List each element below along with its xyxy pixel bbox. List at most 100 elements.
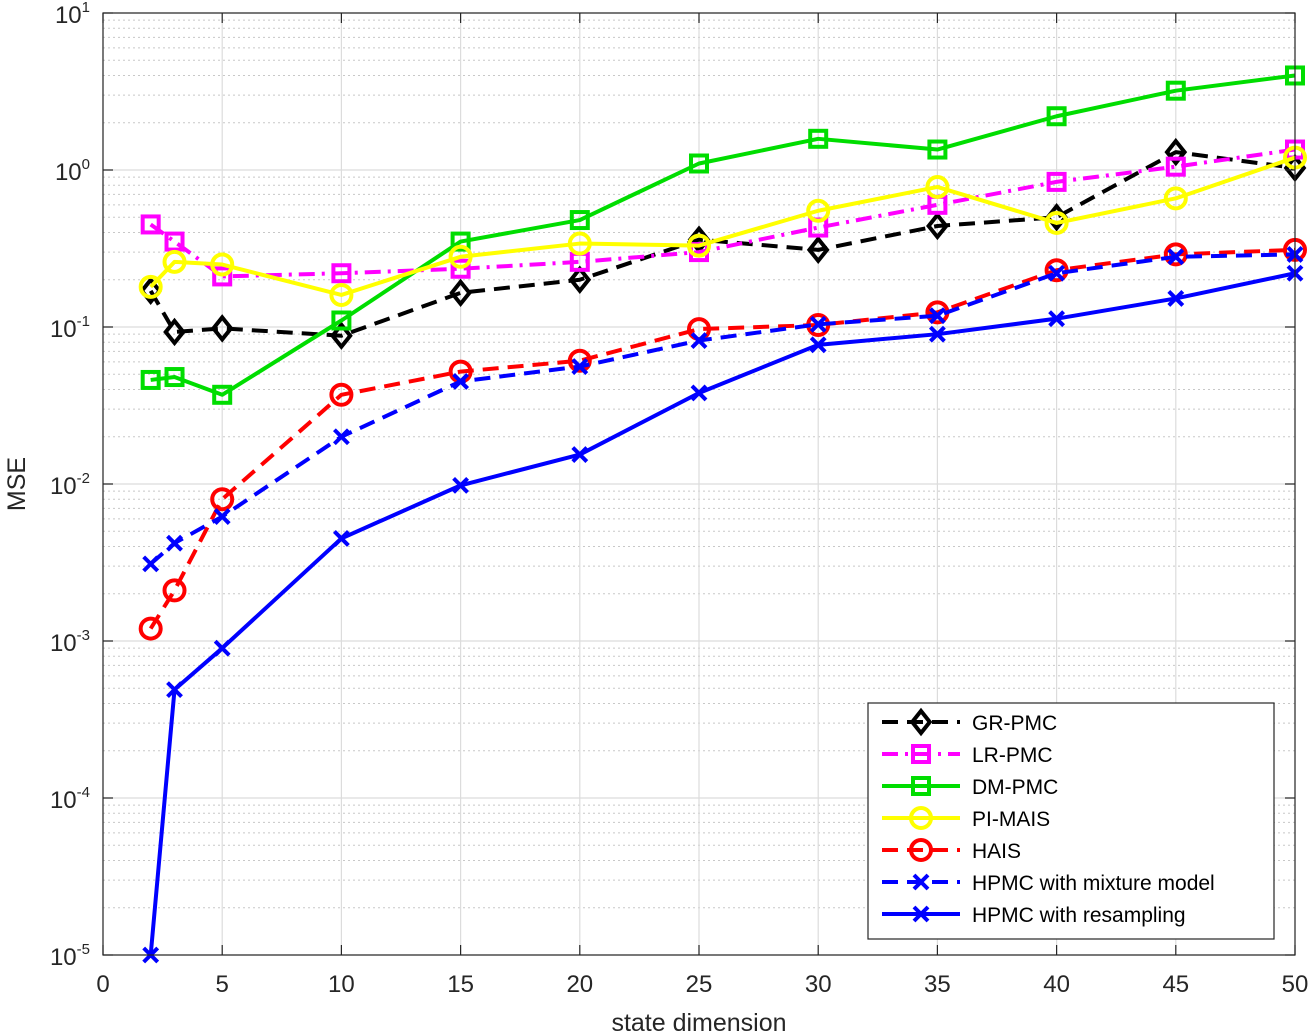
x-tick-label: 50 (1282, 971, 1309, 998)
y-tick-label: 10-2 (50, 470, 90, 500)
x-tick-label: 40 (1043, 971, 1070, 998)
y-axis-title: MSE (3, 457, 31, 511)
data-point-circle (162, 249, 187, 274)
x-tick-label: 35 (924, 971, 951, 998)
legend: GR-PMC LR-PMC DM-PMC PI-MAIS HAIS HPMC with m… (867, 702, 1275, 940)
data-point-x (690, 384, 708, 402)
data-point-circle (162, 578, 187, 603)
data-point-x (571, 446, 589, 463)
data-point-square (689, 153, 709, 174)
series-dm-pmc (140, 65, 1305, 405)
series-group (138, 65, 1307, 964)
data-point-square (164, 367, 185, 388)
data-point-square (212, 384, 233, 405)
data-point-circle-legend (909, 806, 933, 830)
grid (102, 12, 1296, 956)
data-point-circle (210, 252, 235, 277)
series-line (148, 247, 1296, 630)
data-point-diamond (139, 276, 163, 306)
data-point-x (452, 476, 470, 494)
legend-item: HPMC with mixture model (882, 872, 1215, 895)
data-point-diamond-legend (909, 707, 933, 737)
legend-item: PI-MAIS (882, 806, 1050, 831)
data-point-x (213, 508, 231, 526)
data-point-square-legend (911, 744, 931, 764)
x-tick-label: 15 (447, 971, 474, 998)
data-point-diamond (926, 211, 949, 241)
data-point-diamond (449, 278, 472, 308)
data-point-diamond (330, 321, 353, 350)
y-tick-label: 101 (55, 0, 90, 29)
data-point-circle (567, 231, 592, 256)
data-point-circle (1044, 210, 1069, 235)
data-point-x (1167, 248, 1185, 266)
x-tick-label: 30 (805, 971, 832, 998)
x-tick-label: 25 (686, 971, 713, 998)
data-point-x (809, 315, 827, 333)
legend-label: PI-MAIS (972, 808, 1050, 831)
data-point-x-legend (912, 873, 930, 891)
data-point-circle (567, 348, 592, 373)
data-point-circle (925, 174, 950, 199)
x-tick-label: 45 (1162, 971, 1189, 998)
x-tick-label: 5 (216, 971, 229, 998)
legend-label: HAIS (972, 840, 1021, 863)
data-point-square (450, 231, 471, 252)
data-point-circle (138, 274, 163, 299)
data-point-x (452, 373, 470, 390)
legend-label: DM-PMC (972, 776, 1058, 799)
series-line (148, 271, 1296, 956)
data-point-circle (138, 616, 163, 641)
y-tick-label: 10-1 (50, 313, 90, 343)
data-point-square (1046, 106, 1067, 127)
data-point-square (140, 369, 161, 390)
data-point-diamond (210, 314, 234, 343)
x-tick-label: 10 (328, 971, 355, 998)
data-point-x (1048, 310, 1066, 328)
data-point-square (1046, 171, 1067, 192)
data-point-square (808, 128, 829, 149)
data-point-x (809, 336, 827, 354)
y-tick-label: 10-3 (50, 627, 90, 657)
y-tick-label: 10-5 (50, 941, 90, 971)
legend-item: HPMC with resampling (882, 904, 1186, 927)
data-point-x (213, 639, 231, 657)
legend-item: HAIS (882, 838, 1021, 863)
data-point-x-legend (912, 905, 930, 923)
data-point-square (569, 210, 590, 231)
data-point-x (928, 325, 946, 343)
data-point-x (690, 332, 708, 349)
series-gr-pmc (139, 137, 1307, 350)
legend-label: HPMC with mixture model (972, 872, 1215, 895)
data-point-circle (1163, 242, 1188, 267)
data-point-diamond (1164, 137, 1188, 167)
data-point-diamond (806, 235, 830, 265)
data-point-square (331, 263, 352, 284)
legend-item: DM-PMC (882, 776, 1058, 799)
data-point-circle-legend (909, 838, 933, 862)
series-pi-mais (138, 145, 1307, 307)
series-hpmc-with-resampling (142, 264, 1304, 964)
y-tick-label: 10-4 (50, 784, 90, 814)
data-point-x (166, 681, 183, 699)
data-point-square (1165, 156, 1186, 177)
data-point-square (331, 310, 352, 331)
data-point-square (140, 214, 161, 235)
data-point-square (212, 266, 233, 287)
data-point-square-legend (911, 776, 931, 796)
data-point-x (332, 530, 350, 547)
legend-box (867, 702, 1275, 940)
data-point-circle (329, 382, 354, 407)
data-point-diamond (163, 317, 186, 347)
data-point-circle (687, 233, 711, 258)
series-hpmc-with-mixture-model (142, 245, 1304, 573)
data-point-x (332, 428, 350, 446)
x-tick-label: 20 (566, 971, 593, 998)
legend-label: GR-PMC (972, 712, 1057, 735)
legend-item: LR-PMC (882, 744, 1053, 767)
x-axis-title: state dimension (611, 1009, 786, 1035)
data-point-circle (448, 244, 473, 269)
data-point-x (166, 534, 183, 552)
data-point-x (571, 358, 589, 375)
